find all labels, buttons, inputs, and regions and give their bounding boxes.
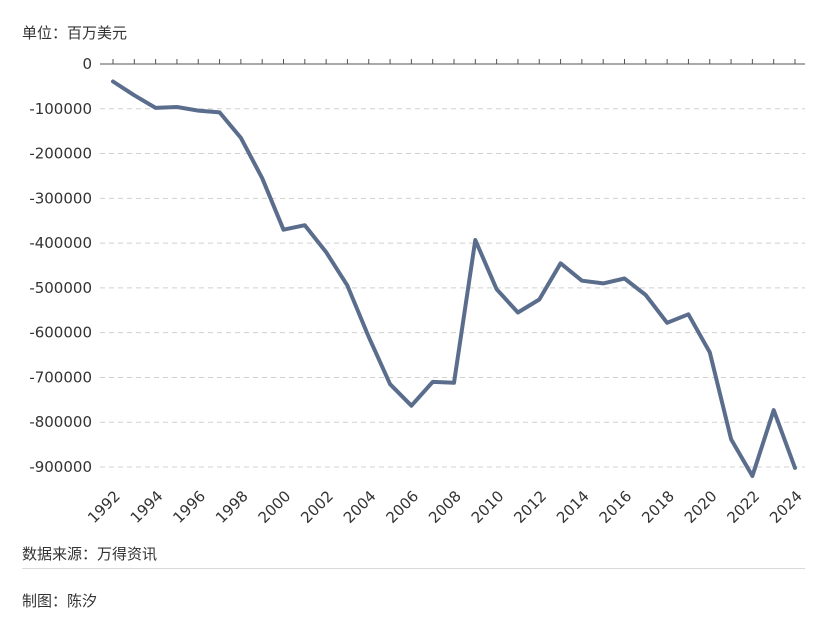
x-axis (100, 59, 805, 65)
x-tick-label: 2004 (340, 487, 380, 527)
footer-divider (22, 568, 805, 569)
x-tick-label: 2018 (638, 487, 678, 527)
y-tick-label: -800000 (29, 413, 92, 431)
y-tick-label: -500000 (29, 279, 92, 297)
series-layer (111, 79, 797, 478)
x-tick-label: 2000 (255, 487, 295, 527)
chart-author-label: 制图：陈汐 (22, 592, 98, 610)
data-source-label: 数据来源：万得资讯 (22, 545, 158, 563)
y-tick-label: -200000 (29, 145, 92, 163)
x-tick-label: 2012 (510, 487, 550, 527)
y-tick-label: -400000 (29, 234, 92, 252)
x-tick-label: 2014 (553, 487, 593, 527)
y-tick-label: 0 (82, 55, 92, 73)
x-tick-label: 1992 (84, 487, 124, 527)
x-tick-label: 2006 (382, 487, 422, 527)
y-tick-label: -100000 (29, 100, 92, 118)
x-tick-label: 2016 (596, 487, 636, 527)
line-chart: 0 -100000 -200000 -300000 -400000 -500000 -600… (29, 55, 806, 527)
x-tick-label: 2022 (723, 487, 763, 527)
x-tick-label: 2010 (468, 487, 508, 527)
x-tick-label: 1998 (212, 487, 252, 527)
y-axis-tick-labels: 0 -100000 -200000 -300000 -400000 -500000 -600… (29, 55, 92, 476)
y-tick-label: -700000 (29, 368, 92, 386)
x-tick-label: 1994 (127, 487, 167, 527)
unit-label: 单位：百万美元 (22, 24, 128, 42)
y-tick-label: -600000 (29, 324, 92, 342)
x-tick-label: 2020 (681, 487, 721, 527)
x-tick-label: 2024 (766, 487, 806, 527)
x-axis-tick-labels: 1992 1994 1996 1998 2000 2002 2004 2006 2008 2010… (84, 487, 806, 527)
x-tick-label: 2002 (297, 487, 337, 527)
y-tick-label: -300000 (29, 189, 92, 207)
x-tick-label: 2008 (425, 487, 465, 527)
series-line (111, 79, 797, 478)
y-tick-label: -900000 (29, 458, 92, 476)
x-tick-label: 1996 (169, 487, 209, 527)
grid-lines (100, 108, 805, 468)
